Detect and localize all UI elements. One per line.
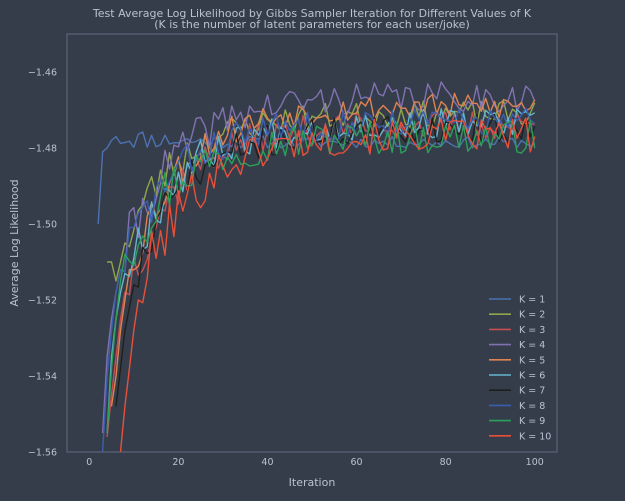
x-tick-label: 40: [261, 457, 273, 468]
series-line-k10: [119, 117, 536, 452]
legend-label-k2: K = 2: [519, 310, 545, 321]
x-axis-label: Iteration: [289, 476, 336, 489]
x-tick-label: 80: [440, 457, 452, 468]
y-tick-label: −1.56: [28, 448, 57, 459]
legend-label-k4: K = 4: [519, 340, 545, 351]
series-line-k4: [101, 81, 536, 434]
chart-title-line2: (K is the number of latent parameters fo…: [154, 18, 470, 31]
series-line-k6: [106, 108, 536, 434]
chart-title-line1: Test Average Log Likelihood by Gibbs Sam…: [92, 7, 532, 20]
series-line-k9: [106, 119, 536, 434]
legend-label-k10: K = 10: [519, 431, 551, 442]
y-tick-label: −1.48: [28, 144, 57, 155]
y-tick-label: −1.52: [28, 296, 57, 307]
legend-label-k6: K = 6: [519, 371, 545, 382]
legend-label-k9: K = 9: [519, 416, 545, 427]
x-tick-label: 20: [172, 457, 184, 468]
x-tick-label: 60: [350, 457, 362, 468]
legend: K = 1 K = 2 K = 3 K = 4 K = 5 K = 6 K = 7 K = 8…: [489, 295, 551, 442]
legend-label-k7: K = 7: [519, 386, 545, 397]
x-tick-label: 0: [86, 457, 92, 468]
legend-label-k5: K = 5: [519, 355, 545, 366]
series-line-k5: [110, 92, 536, 407]
y-tick-label: −1.50: [28, 220, 57, 231]
series-lines: [97, 81, 536, 452]
x-tick-label: 100: [526, 457, 544, 468]
y-tick-label: −1.46: [28, 68, 57, 79]
legend-label-k3: K = 3: [519, 325, 545, 336]
plot-frame: [66, 33, 558, 453]
y-axis-label: Average Log Likelihood: [8, 179, 21, 306]
legend-label-k8: K = 8: [519, 401, 545, 412]
legend-label-k1: K = 1: [519, 295, 545, 306]
y-tick-label: −1.54: [28, 372, 57, 383]
